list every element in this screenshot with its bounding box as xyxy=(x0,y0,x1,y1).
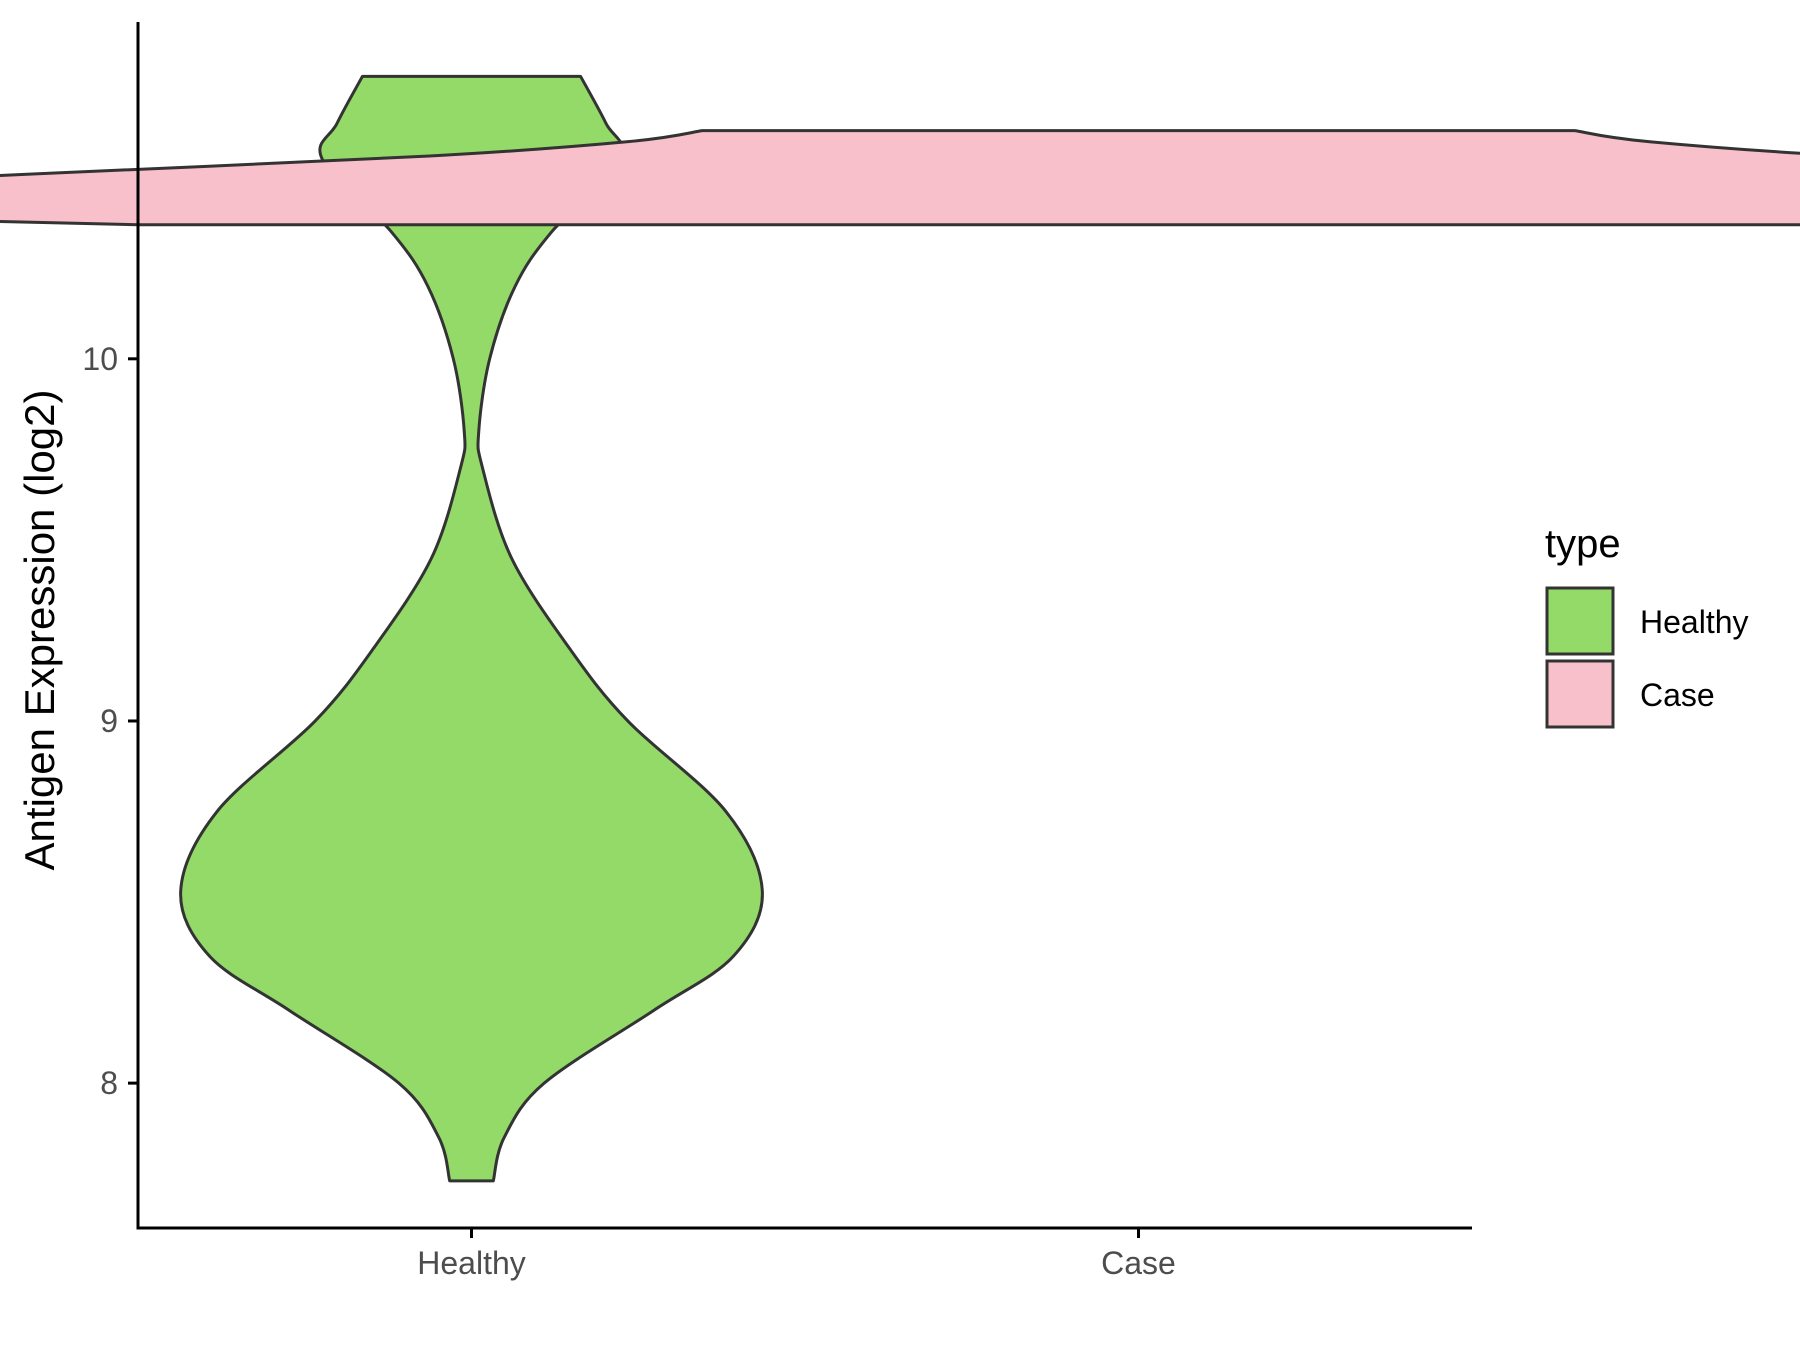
legend-label-case: Case xyxy=(1640,677,1715,713)
y-axis-ticks: 8 9 10 xyxy=(82,341,138,1101)
violin-healthy xyxy=(179,74,764,1183)
legend-entries: Healthy Case xyxy=(1545,586,1749,729)
legend: type Healthy Case xyxy=(1545,522,1749,729)
violins xyxy=(0,74,1800,1183)
legend-label-healthy: Healthy xyxy=(1640,604,1749,640)
x-tick-label-case: Case xyxy=(1101,1245,1176,1281)
legend-swatch-case xyxy=(1545,659,1615,729)
violin-case xyxy=(0,129,1800,227)
y-tick-label: 10 xyxy=(82,341,118,377)
x-tick-label-healthy: Healthy xyxy=(417,1245,526,1281)
legend-swatch-healthy xyxy=(1545,586,1615,656)
y-axis-title: Antigen Expression (log2) xyxy=(16,390,63,871)
x-axis-ticks: Healthy Case xyxy=(417,1228,1176,1281)
y-tick-label: 9 xyxy=(100,703,118,739)
legend-title: type xyxy=(1545,522,1621,566)
y-tick-label: 8 xyxy=(100,1065,118,1101)
